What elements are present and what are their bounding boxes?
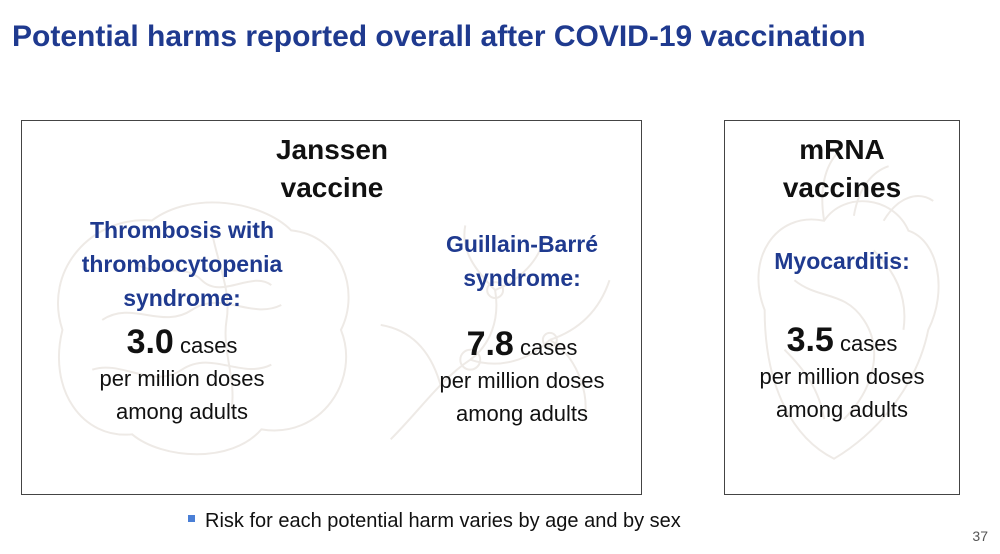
- bullet-square-icon: [188, 515, 195, 523]
- gbs-harm-name: Guillain-Barré syndrome:: [402, 227, 642, 295]
- heart-illustration-icon: [725, 121, 959, 494]
- tts-harm-name: Thrombosis with thrombocytopenia syndrom…: [42, 213, 322, 315]
- page-title: Potential harms reported overall after C…: [12, 20, 866, 53]
- footnote-text: Risk for each potential harm varies by a…: [205, 510, 681, 532]
- myocarditis-rate-line-2: among adults: [775, 397, 909, 422]
- mrna-vaccines-panel: mRNA vaccines Myocarditis: 3.5 cases per…: [724, 120, 960, 495]
- tts-rate-line-2: among adults: [115, 399, 249, 424]
- janssen-heading-line-1: Janssen: [275, 134, 389, 165]
- gbs-rate-line-2: among adults: [455, 401, 589, 426]
- gbs-rate-headline: 7.8 cases: [402, 325, 642, 364]
- mrna-heading: mRNA vaccines: [725, 131, 959, 207]
- myocarditis-rate: 3.5 cases per million doses among adults: [725, 321, 959, 426]
- janssen-heading-line-2: vaccine: [280, 172, 384, 203]
- footnote-bullet: Risk for each potential harm varies by a…: [188, 510, 681, 533]
- gbs-name-line-1: Guillain-Barré: [445, 231, 599, 257]
- tts-name-line-1: Thrombosis with: [90, 217, 274, 243]
- page-number: 37: [972, 528, 988, 544]
- tts-name-line-3: syndrome:: [123, 285, 241, 311]
- tts-rate-value: 3.0: [126, 323, 174, 361]
- gbs-rate-unit: cases: [519, 335, 578, 360]
- mrna-heading-line-2: vaccines: [782, 172, 902, 203]
- myocarditis-rate-headline: 3.5 cases: [725, 321, 959, 360]
- tts-rate-headline: 3.0 cases: [42, 323, 322, 362]
- gbs-rate: 7.8 cases per million doses among adults: [402, 325, 642, 430]
- myocarditis-rate-unit: cases: [839, 331, 898, 356]
- myocarditis-harm-name: Myocarditis:: [725, 244, 959, 278]
- myocarditis-rate-line-1: per million doses: [759, 364, 925, 389]
- tts-rate-line-1: per million doses: [99, 366, 265, 391]
- janssen-heading: Janssen vaccine: [212, 131, 452, 207]
- mrna-heading-line-1: mRNA: [799, 134, 885, 165]
- gbs-name-line-2: syndrome:: [463, 265, 581, 291]
- tts-name-line-2: thrombocytopenia: [81, 251, 283, 277]
- janssen-vaccine-panel: Janssen vaccine Thrombosis with thromboc…: [21, 120, 642, 495]
- myocarditis-name-line-1: Myocarditis:: [774, 248, 910, 274]
- myocarditis-rate-value: 3.5: [786, 321, 834, 359]
- gbs-rate-value: 7.8: [466, 325, 514, 363]
- tts-rate: 3.0 cases per million doses among adults: [42, 323, 322, 428]
- brain-illustration-icon: [22, 121, 641, 494]
- gbs-rate-line-1: per million doses: [439, 368, 605, 393]
- tts-rate-unit: cases: [179, 333, 238, 358]
